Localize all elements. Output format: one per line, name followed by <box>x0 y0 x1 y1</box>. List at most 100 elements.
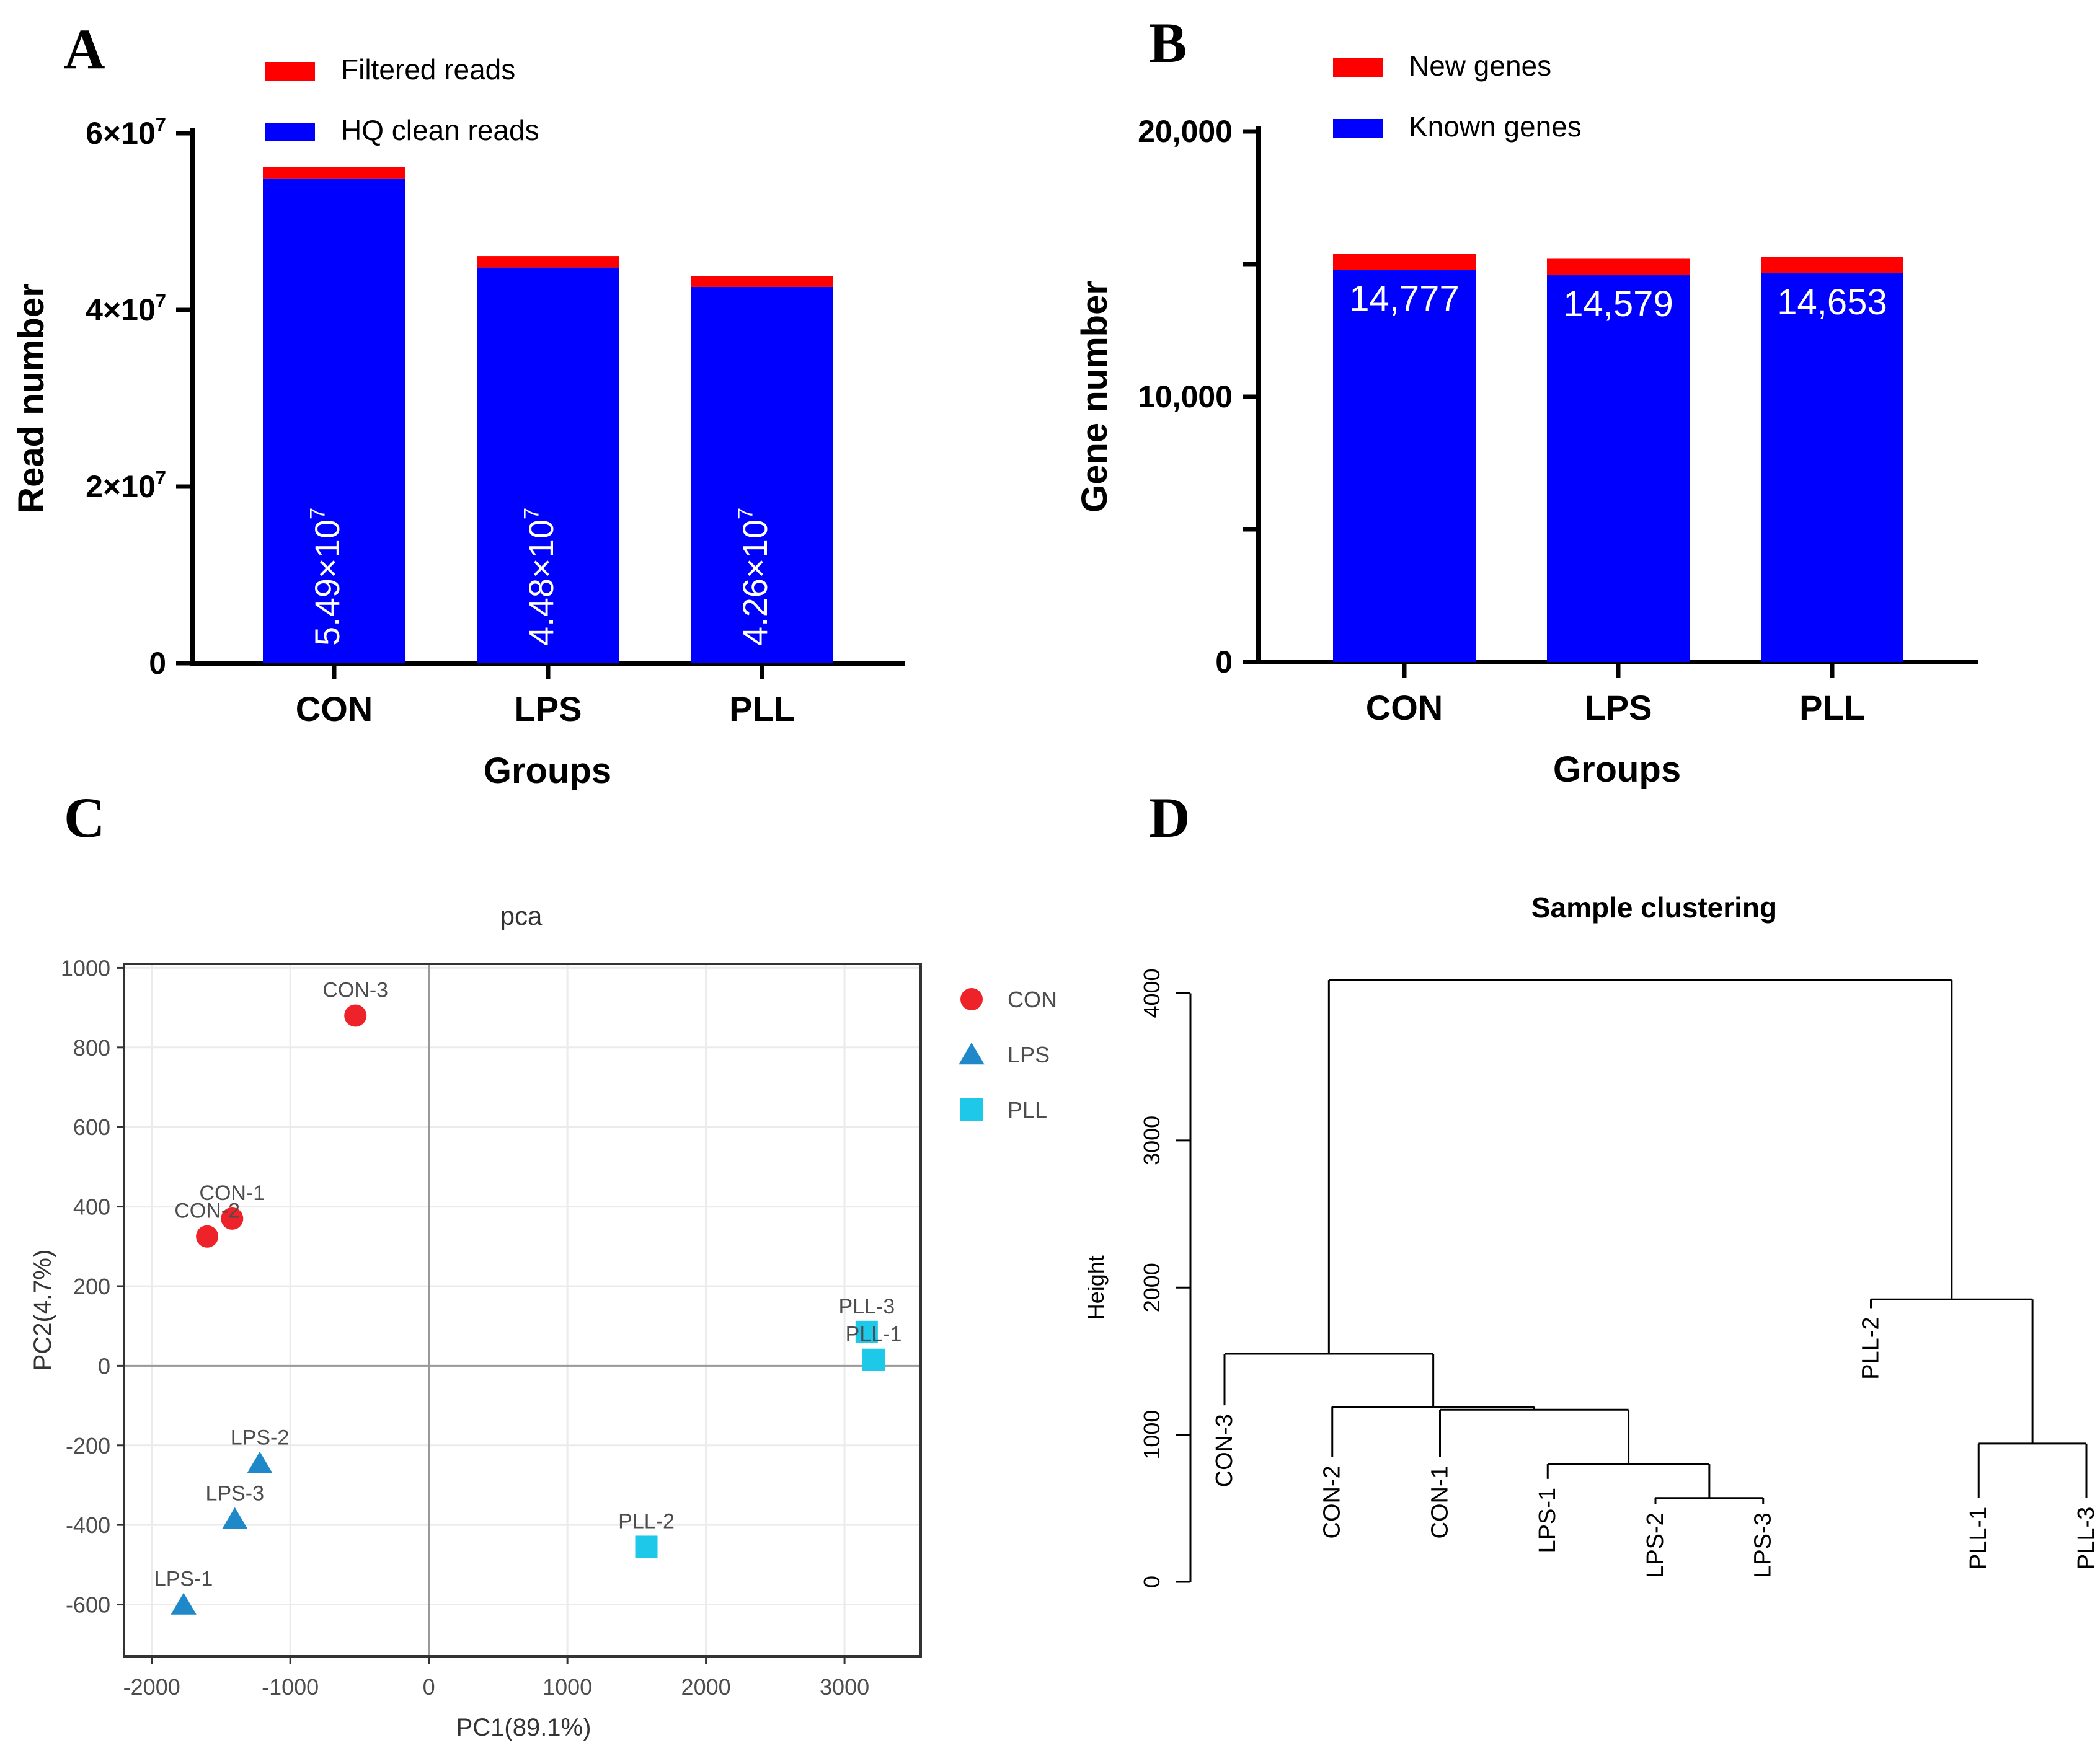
legend-swatch <box>265 62 315 81</box>
x-tick-label: -2000 <box>123 1674 180 1700</box>
y-axis-title: Read number <box>11 283 51 513</box>
y-tick-label: 1000 <box>61 955 110 981</box>
legend-label: CON <box>1008 987 1057 1012</box>
x-tick-label: CON <box>296 689 373 728</box>
panel-b-bar-chart: 0 10,000 20,000 CON 14,777 LPS 14,579 PLL 14,653… <box>1074 50 1978 790</box>
point-con-2 <box>196 1225 219 1248</box>
y-axis-title: Height <box>1083 1255 1109 1320</box>
point-label: PLL-2 <box>618 1509 675 1533</box>
legend-label: PLL <box>1008 1097 1047 1123</box>
panel-a-bar-chart: 0 2×107 4×107 6×107 CON 5.49×107 LPS 4.48×107 PL… <box>11 53 905 791</box>
bar-value-label: 14,579 <box>1563 284 1673 324</box>
y-tick-label: 800 <box>73 1035 110 1061</box>
legend-label: LPS <box>1008 1042 1050 1067</box>
leaf-label: LPS-2 <box>1642 1512 1668 1578</box>
legend-swatch <box>1333 119 1383 138</box>
bar-filtered-reads-pll <box>691 276 833 287</box>
y-tick-label: 1000 <box>1139 1410 1164 1460</box>
legend-label: Filtered reads <box>341 53 515 86</box>
bar-new-genes-lps <box>1547 258 1690 276</box>
point-con-3 <box>344 1004 367 1027</box>
bar-hq-clean-reads-pll <box>691 286 833 663</box>
x-tick-label: 1000 <box>543 1674 592 1700</box>
y-tick-label: 0 <box>149 646 166 681</box>
bar-value-label: 5.49×107 <box>306 508 347 646</box>
point-label: PLL-3 <box>838 1295 895 1318</box>
y-tick-label: 0 <box>1215 645 1233 679</box>
point-pll-1 <box>862 1348 885 1371</box>
bar-hq-clean-reads-lps <box>477 267 619 664</box>
legend-marker <box>960 988 983 1010</box>
y-tick-label: -200 <box>66 1433 110 1459</box>
x-tick-label: 3000 <box>820 1674 869 1700</box>
bar-value-label: 14,777 <box>1349 279 1459 319</box>
x-tick-label: 2000 <box>681 1674 731 1700</box>
bar-value-label: 14,653 <box>1777 282 1887 322</box>
legend-swatch <box>1333 58 1383 77</box>
point-label: LPS-1 <box>154 1568 213 1591</box>
leaf-label: PLL-3 <box>2073 1507 2099 1569</box>
y-tick-label: -400 <box>66 1512 110 1538</box>
x-tick-label: LPS <box>1585 688 1652 727</box>
point-label: CON-2 <box>174 1199 240 1223</box>
bar-new-genes-con <box>1333 254 1476 270</box>
point-label: LPS-2 <box>231 1426 290 1450</box>
point-lps-2 <box>247 1451 273 1473</box>
legend-label: New genes <box>1409 50 1551 82</box>
leaf-label: CON-3 <box>1212 1414 1238 1487</box>
y-tick-label: 2×107 <box>86 467 166 504</box>
leaf-label: PLL-1 <box>1965 1507 1991 1569</box>
point-lps-1 <box>171 1592 197 1615</box>
y-axis-title: PC2(4.7%) <box>29 1250 56 1371</box>
bar-known-genes-lps <box>1547 275 1690 662</box>
leaf-label: PLL-2 <box>1858 1317 1884 1379</box>
x-tick-label: 0 <box>423 1674 435 1700</box>
point-label: LPS-3 <box>206 1482 265 1506</box>
x-tick-label: PLL <box>729 689 795 728</box>
y-tick-label: 4×107 <box>86 290 166 327</box>
legend-marker <box>960 1098 983 1121</box>
panel-c-pca-scatter: -2000 -1000 0 1000 2000 3000-600-400-20002004… <box>29 901 1057 1741</box>
y-tick-label: 6×107 <box>86 113 166 151</box>
x-tick-label: CON <box>1366 688 1443 727</box>
point-lps-3 <box>222 1507 248 1529</box>
plot-background <box>124 964 921 1656</box>
point-label: CON-3 <box>322 978 388 1002</box>
leaf-label: CON-1 <box>1427 1465 1453 1538</box>
y-tick-label: 2000 <box>1139 1263 1164 1312</box>
legend-label: Known genes <box>1409 110 1582 143</box>
y-tick-label: 200 <box>73 1274 110 1299</box>
leaf-label: LPS-3 <box>1750 1512 1776 1578</box>
x-axis-title: Groups <box>484 751 611 791</box>
y-tick-label: 20,000 <box>1138 114 1233 149</box>
leaf-label: CON-2 <box>1319 1465 1345 1538</box>
bar-value-label: 4.48×107 <box>520 508 560 646</box>
panel-label-c: C <box>64 786 105 849</box>
panel-label-d: D <box>1149 786 1190 849</box>
legend-label: HQ clean reads <box>341 114 539 146</box>
chart-title: Sample clustering <box>1531 891 1777 924</box>
y-tick-label: -600 <box>66 1592 110 1618</box>
x-tick-label: -1000 <box>262 1674 319 1700</box>
y-tick-label: 400 <box>73 1194 110 1220</box>
bar-value-label: 4.26×107 <box>733 508 774 646</box>
x-axis-title: Groups <box>1553 749 1681 790</box>
legend-marker <box>959 1043 985 1065</box>
bar-new-genes-pll <box>1761 257 1903 273</box>
y-tick-label: 0 <box>98 1353 110 1379</box>
bar-hq-clean-reads-con <box>263 178 405 663</box>
point-con-1 <box>221 1207 244 1230</box>
y-axis-title: Gene number <box>1074 281 1115 513</box>
leaf-label: LPS-1 <box>1535 1488 1561 1553</box>
y-tick-label: 600 <box>73 1115 110 1140</box>
y-tick-label: 4000 <box>1139 968 1164 1018</box>
bar-filtered-reads-con <box>263 167 405 179</box>
point-label: PLL-1 <box>846 1323 902 1346</box>
y-tick-label: 3000 <box>1139 1116 1164 1165</box>
panel-label-b: B <box>1149 11 1187 74</box>
y-tick-label: 0 <box>1139 1576 1164 1588</box>
plot-border <box>123 963 922 1658</box>
x-axis-title: PC1(89.1%) <box>456 1714 591 1741</box>
legend-swatch <box>265 123 315 141</box>
